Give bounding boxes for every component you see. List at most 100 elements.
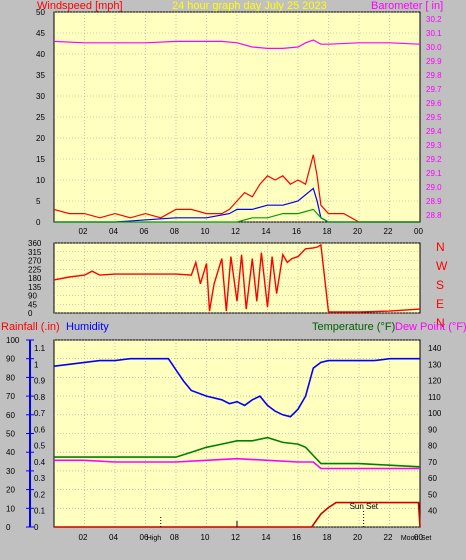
humidity-tick-label: 100	[6, 336, 20, 345]
barometer-tick-label: 29.7	[426, 85, 442, 94]
rainfall-series-line	[54, 501, 421, 528]
rainfall-tick-label: 1.1	[34, 344, 46, 353]
windspeed-tick-label: 50	[36, 8, 45, 17]
humidity-axis-label: Humidity	[66, 321, 109, 333]
windspeed-axis-label: Windspeed [mph]	[37, 0, 123, 12]
temperature-tick-label: 50	[428, 490, 437, 499]
dewpoint-axis-label: Dew Point (°F)	[395, 321, 466, 333]
direction-tick-label: 270	[28, 257, 42, 266]
barometer-tick-label: 29.9	[426, 57, 442, 66]
windspeed-tick-label: 10	[36, 176, 45, 185]
temperature-tick-label: 70	[428, 458, 437, 467]
direction-tick-label: 135	[28, 283, 42, 292]
sunset-annotation: Sun Set	[350, 502, 379, 511]
x-tick-label: 06	[140, 227, 149, 236]
barometer-tick-label: 29.6	[426, 99, 442, 108]
direction-tick-label: 90	[28, 292, 37, 301]
dew-point-series-line	[54, 457, 420, 470]
rainfall-tick-label: 0.4	[34, 458, 46, 467]
barometer-series-line	[53, 39, 421, 50]
temperature-series-line	[54, 436, 421, 468]
temperature-tick-label: 100	[428, 409, 442, 418]
rainfall-tick-label: 0.2	[34, 490, 46, 499]
rainfall-tick-label: 0.8	[34, 393, 46, 402]
x-tick-label: 20	[353, 227, 362, 236]
compass-letter: N	[436, 316, 445, 330]
temperature-axis-label: Temperature (°F)	[312, 321, 395, 333]
x-tick-label: 08	[170, 533, 179, 542]
humidity-tick-label: 80	[6, 373, 15, 382]
x-tick-label: 10	[201, 227, 210, 236]
moon-set-annotation: Set	[421, 535, 432, 542]
x-tick-label: 12	[231, 227, 240, 236]
windspeed-series-line	[53, 154, 420, 223]
rainfall-tick-label: 0	[34, 523, 39, 532]
wind-direction-series-line	[53, 243, 421, 313]
direction-tick-label: 360	[28, 239, 42, 248]
humidity-tick-label: 20	[6, 486, 15, 495]
direction-tick-label: 45	[28, 300, 37, 309]
x-tick-label: 16	[292, 533, 301, 542]
barometer-tick-label: 30.0	[426, 43, 442, 52]
x-tick-label: 00	[414, 227, 423, 236]
x-tick-label: 10	[201, 533, 210, 542]
x-tick-label: 18	[323, 227, 332, 236]
barometer-tick-label: 29.0	[426, 183, 442, 192]
direction-tick-label: 315	[28, 248, 42, 257]
windspeed-tick-label: 40	[36, 50, 45, 59]
temperature-tick-label: 130	[428, 360, 442, 369]
direction-tick-label: 0	[28, 309, 33, 318]
wind-series-line	[54, 208, 420, 223]
x-tick-label: 18	[323, 533, 332, 542]
humidity-tick-label: 10	[6, 504, 15, 513]
x-tick-label: 12	[231, 533, 240, 542]
windspeed-tick-label: 5	[36, 197, 41, 206]
x-tick-label: 04	[109, 533, 118, 542]
x-tick-label: 22	[384, 227, 393, 236]
direction-tick-label: 180	[28, 274, 42, 283]
compass-letter: W	[436, 259, 448, 273]
x-tick-label: 16	[292, 227, 301, 236]
humidity-tick-label: 40	[6, 448, 15, 457]
windspeed-tick-label: 20	[36, 134, 45, 143]
barometer-tick-label: 28.9	[426, 197, 442, 206]
barometer-tick-label: 29.1	[426, 169, 442, 178]
compass-letter: S	[436, 278, 444, 292]
x-tick-label: 22	[384, 533, 393, 542]
humidity-tick-label: 60	[6, 411, 15, 420]
temperature-tick-label: 110	[428, 393, 441, 402]
x-tick-label: 02	[79, 533, 88, 542]
barometer-tick-label: 29.4	[426, 127, 442, 136]
humidity-tick-label: 70	[6, 392, 15, 401]
humidity-tick-label: 50	[6, 430, 15, 439]
rainfall-tick-label: 0.7	[34, 409, 46, 418]
windspeed-tick-label: 35	[36, 71, 45, 80]
moon-annotation: Moon	[401, 535, 419, 542]
barometer-tick-label: 29.2	[426, 155, 442, 164]
chart-title: 24 hour graph day July 25 2023	[172, 0, 327, 12]
barometer-tick-label: 29.8	[426, 71, 442, 80]
rainfall-tick-label: 0.3	[34, 474, 46, 483]
barometer-tick-label: 29.5	[426, 113, 442, 122]
windspeed-tick-label: 0	[36, 218, 41, 227]
barometer-axis-label: Barometer [ in]	[371, 0, 443, 12]
windspeed-tick-label: 25	[36, 113, 45, 122]
temperature-tick-label: 80	[428, 442, 437, 451]
x-tick-label: 00	[414, 533, 423, 542]
x-tick-label: 14	[262, 227, 271, 236]
high-annotation: High	[147, 535, 162, 542]
barometer-tick-label: 30.1	[426, 29, 442, 38]
compass-letter: N	[436, 240, 445, 254]
rainfall-tick-label: 0.1	[34, 507, 46, 516]
humidity-tick-label: 90	[6, 355, 15, 364]
gust-series-line	[54, 187, 420, 223]
x-tick-label: 04	[109, 227, 118, 236]
barometer-tick-label: 30.2	[426, 15, 442, 24]
direction-tick-label: 225	[28, 265, 42, 274]
x-tick-label: 20	[353, 533, 362, 542]
windspeed-tick-label: 30	[36, 92, 45, 101]
x-tick-label: 06	[140, 533, 149, 542]
humidity-tick-label: 30	[6, 467, 15, 476]
